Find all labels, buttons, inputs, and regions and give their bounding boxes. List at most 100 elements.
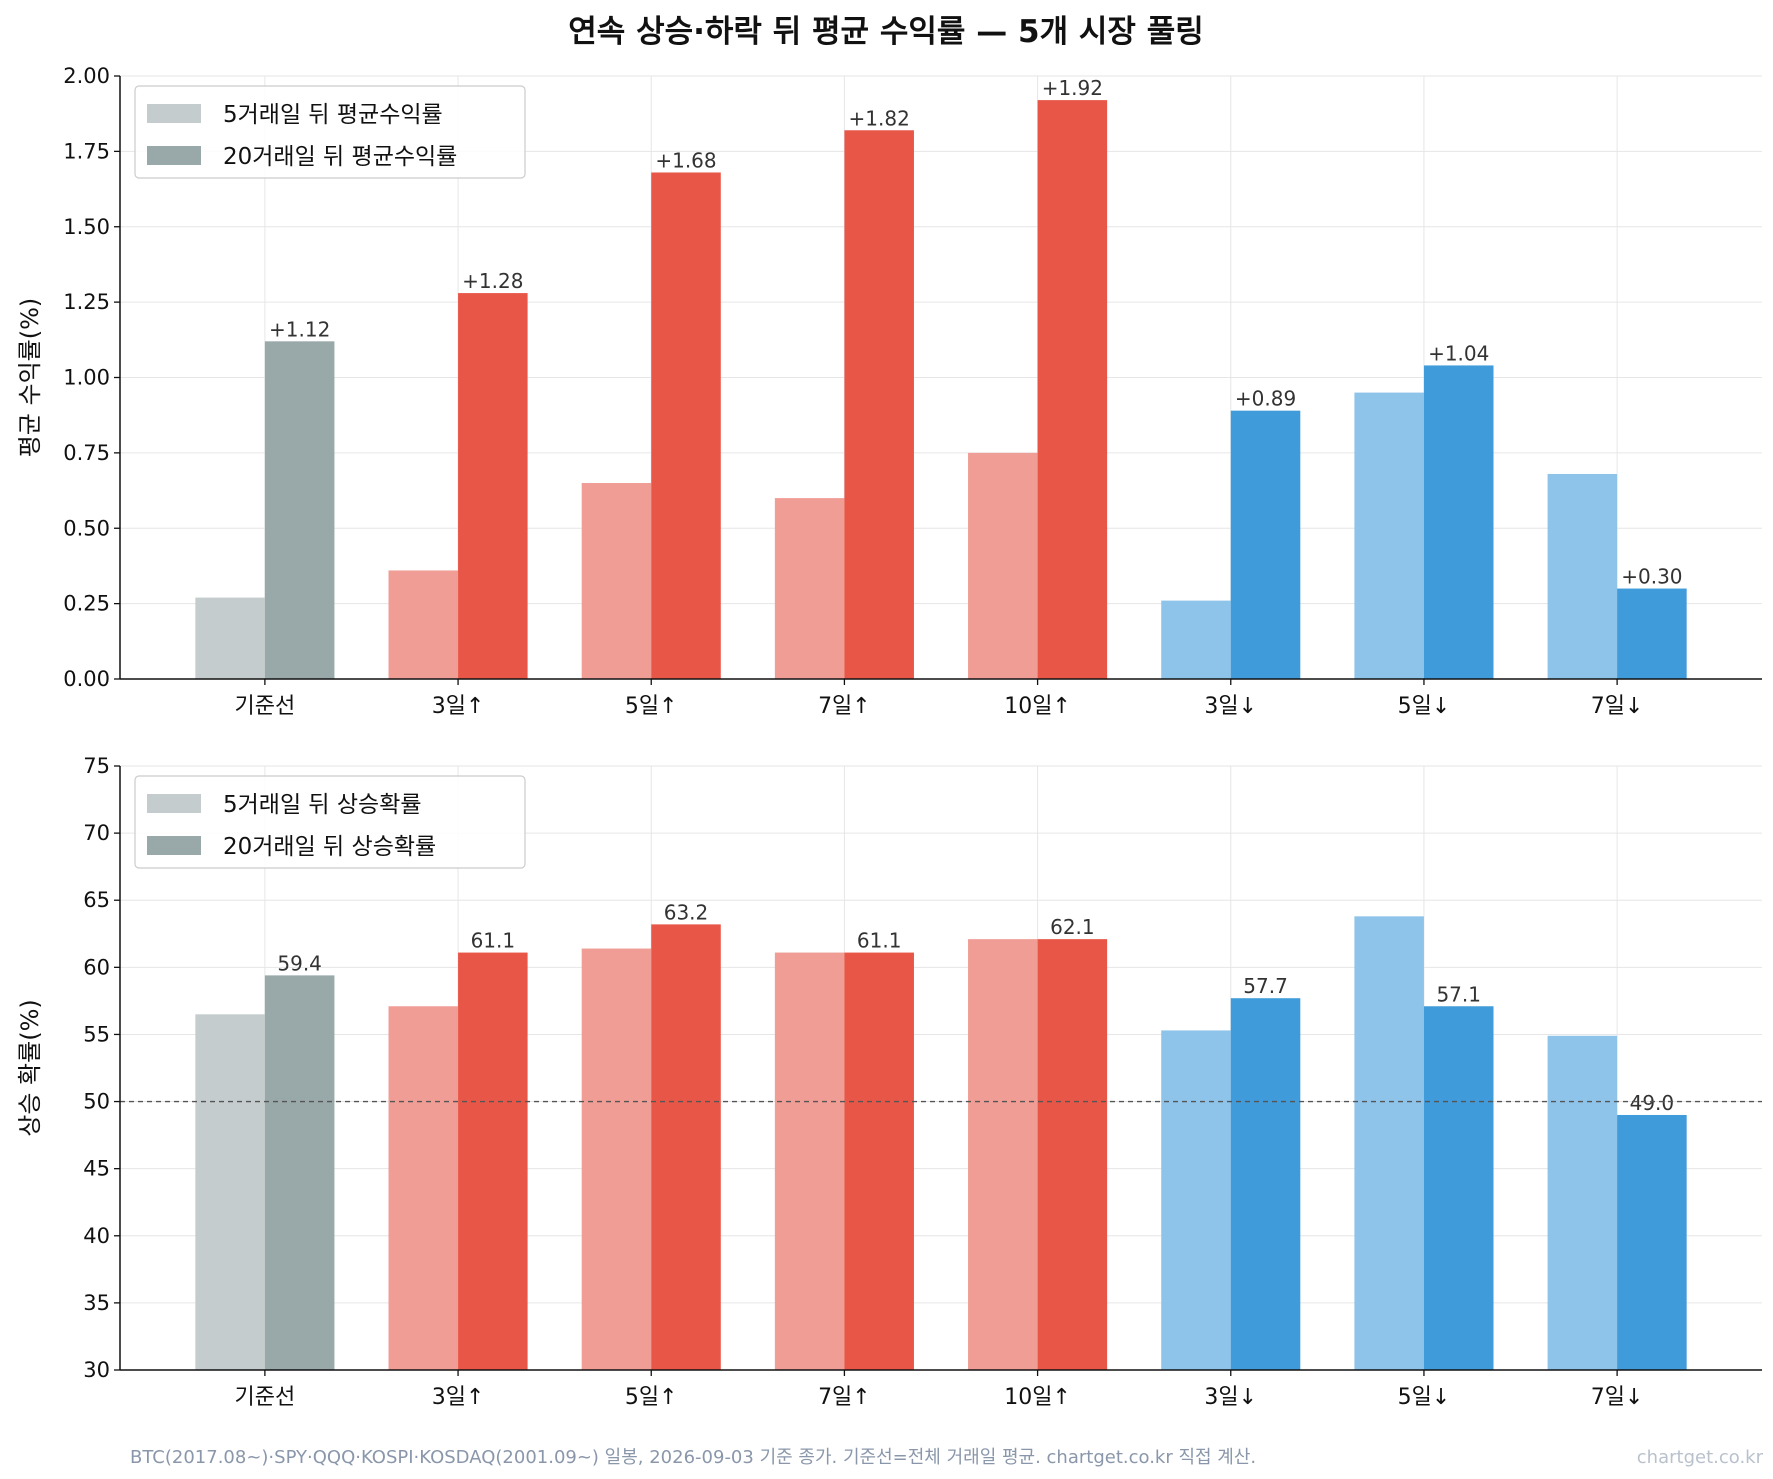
legend-frame <box>134 85 526 179</box>
y-axis-label: 평균 수익률(%) <box>16 298 44 458</box>
bar-5day <box>968 452 1038 679</box>
legend-frame <box>134 775 526 869</box>
probability-panel: 59.4 61.1 63.2 61.1 62.1 57.7 57.1 49.0 30 35 40 45… <box>16 754 1762 1410</box>
legend-label: 5거래일 뒤 평균수익률 <box>223 102 443 128</box>
bar-5day <box>388 570 459 679</box>
legend-label: 5거래일 뒤 상승확률 <box>223 792 422 818</box>
x-tick-label: 3일↑ <box>432 694 485 719</box>
y-tick-label: 0.00 <box>63 667 110 691</box>
y-tick-label: 30 <box>83 1358 110 1382</box>
x-tick-label: 5일↑ <box>625 694 678 719</box>
data-label: 59.4 <box>277 951 322 975</box>
y-tick-label: 0.75 <box>63 441 110 465</box>
bar-20day <box>651 172 721 680</box>
bar-5day <box>1161 600 1231 679</box>
legend-label: 20거래일 뒤 상승확률 <box>223 834 436 860</box>
x-tick-label: 10일↑ <box>1004 694 1071 719</box>
y-tick-label: 60 <box>83 955 110 979</box>
bar-5day <box>1547 1035 1618 1370</box>
data-label: 61.1 <box>857 929 902 953</box>
data-label: 63.2 <box>664 900 709 924</box>
bar-20day <box>1230 410 1301 679</box>
y-tick-label: 1.00 <box>63 366 110 390</box>
legend-swatch <box>147 836 201 855</box>
bar-20day <box>264 975 335 1370</box>
x-tick-label: 3일↓ <box>1204 1385 1257 1410</box>
x-tick-label: 3일↑ <box>432 1385 485 1410</box>
bar-20day <box>1037 939 1108 1370</box>
x-tick-label: 5일↑ <box>625 1385 678 1410</box>
y-tick-label: 70 <box>83 821 110 845</box>
bar-5day <box>195 597 265 679</box>
data-label: 57.1 <box>1436 982 1481 1006</box>
data-label: +1.92 <box>1042 76 1103 100</box>
bar-5day <box>774 498 845 679</box>
bar-20day <box>458 952 528 1370</box>
bar-5day <box>774 952 845 1370</box>
y-tick-label: 55 <box>83 1022 110 1046</box>
bar-20day <box>1037 100 1108 680</box>
chart-title: 연속 상승·하락 뒤 평균 수익률 — 5개 시장 풀링 <box>568 14 1204 50</box>
bar-20day <box>1423 1006 1494 1370</box>
data-label: +0.30 <box>1621 565 1682 589</box>
bar-5day <box>1161 1030 1231 1370</box>
y-tick-label: 50 <box>83 1090 110 1114</box>
legend-swatch <box>147 104 201 123</box>
bar-20day <box>1230 998 1301 1370</box>
bar-5day <box>581 483 652 679</box>
x-tick-label: 7일↓ <box>1591 694 1644 719</box>
x-tick-label: 기준선 <box>235 1385 296 1410</box>
y-tick-label: 0.50 <box>63 516 110 540</box>
bar-5day <box>1354 392 1424 679</box>
bar-5day <box>195 1014 265 1370</box>
bar-20day <box>1617 588 1687 679</box>
bar-20day <box>1423 365 1494 679</box>
bar-20day <box>264 341 335 679</box>
data-label: +1.12 <box>269 317 330 341</box>
x-tick-label: 7일↑ <box>818 694 871 719</box>
data-label: 49.0 <box>1630 1091 1675 1115</box>
bar-5day <box>1354 916 1424 1370</box>
x-tick-label: 7일↑ <box>818 1385 871 1410</box>
legend-swatch <box>147 794 201 813</box>
bar-5day <box>388 1006 459 1370</box>
y-tick-label: 75 <box>83 754 110 778</box>
returns-panel: +1.12 +1.28 +1.68 +1.82 +1.92 +0.89 +1.04 +0.30… <box>16 64 1762 719</box>
legend: 5거래일 뒤 상승확률 20거래일 뒤 상승확률 <box>134 775 526 869</box>
y-tick-label: 35 <box>83 1291 110 1315</box>
x-tick-label: 5일↓ <box>1398 694 1451 719</box>
bar-20day <box>844 952 914 1370</box>
footnote: BTC(2017.08~)·SPY·QQQ·KOSPI·KOSDAQ(2001.… <box>130 1447 1256 1468</box>
data-label: 62.1 <box>1050 915 1095 939</box>
x-tick-label: 기준선 <box>235 694 296 719</box>
y-tick-label: 65 <box>83 888 110 912</box>
bar-20day <box>651 924 721 1370</box>
bar-20day <box>1617 1114 1687 1370</box>
bar-20day <box>458 293 528 679</box>
data-label: 57.7 <box>1243 974 1288 998</box>
watermark: chartget.co.kr <box>1637 1447 1764 1468</box>
y-tick-label: 1.75 <box>63 139 110 163</box>
data-label: +1.82 <box>849 106 910 130</box>
data-label: +1.04 <box>1428 341 1489 365</box>
x-tick-label: 10일↑ <box>1004 1385 1071 1410</box>
legend: 5거래일 뒤 평균수익률 20거래일 뒤 평균수익률 <box>134 85 526 179</box>
bar-20day <box>844 130 914 679</box>
y-tick-label: 45 <box>83 1157 110 1181</box>
bar-5day <box>968 939 1038 1370</box>
data-label: 61.1 <box>471 929 516 953</box>
data-label: +1.68 <box>655 148 716 172</box>
y-tick-label: 0.25 <box>63 592 110 616</box>
y-tick-label: 1.25 <box>63 290 110 314</box>
data-label: +1.28 <box>462 269 523 293</box>
y-tick-label: 1.50 <box>63 215 110 239</box>
y-tick-label: 40 <box>83 1224 110 1248</box>
bar-5day <box>581 948 652 1370</box>
data-label: +0.89 <box>1235 387 1296 411</box>
x-tick-label: 3일↓ <box>1204 694 1257 719</box>
x-tick-label: 7일↓ <box>1591 1385 1644 1410</box>
y-tick-label: 2.00 <box>63 64 110 88</box>
y-axis-label: 상승 확률(%) <box>16 999 44 1136</box>
legend-label: 20거래일 뒤 평균수익률 <box>223 144 457 170</box>
